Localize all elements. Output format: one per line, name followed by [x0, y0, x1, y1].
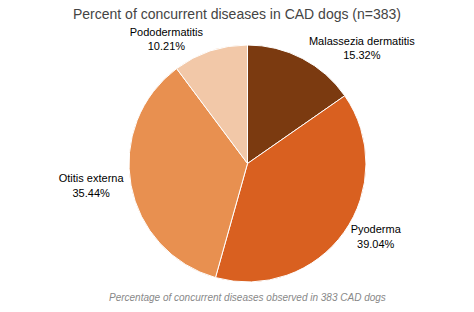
svg-text:Percent of concurrent diseases: Percent of concurrent diseases in CAD do…	[73, 6, 401, 22]
svg-text:Percentage of concurrent disea: Percentage of concurrent diseases observ…	[109, 292, 386, 303]
svg-text:Malassezia dermatitis15.32%: Malassezia dermatitis15.32%	[309, 35, 415, 61]
svg-text:Otitis externa35.44%: Otitis externa35.44%	[59, 172, 125, 198]
svg-text:Pyoderma39.04%: Pyoderma39.04%	[351, 223, 402, 249]
svg-text:Pododermatitis10.21%: Pododermatitis10.21%	[130, 26, 204, 52]
